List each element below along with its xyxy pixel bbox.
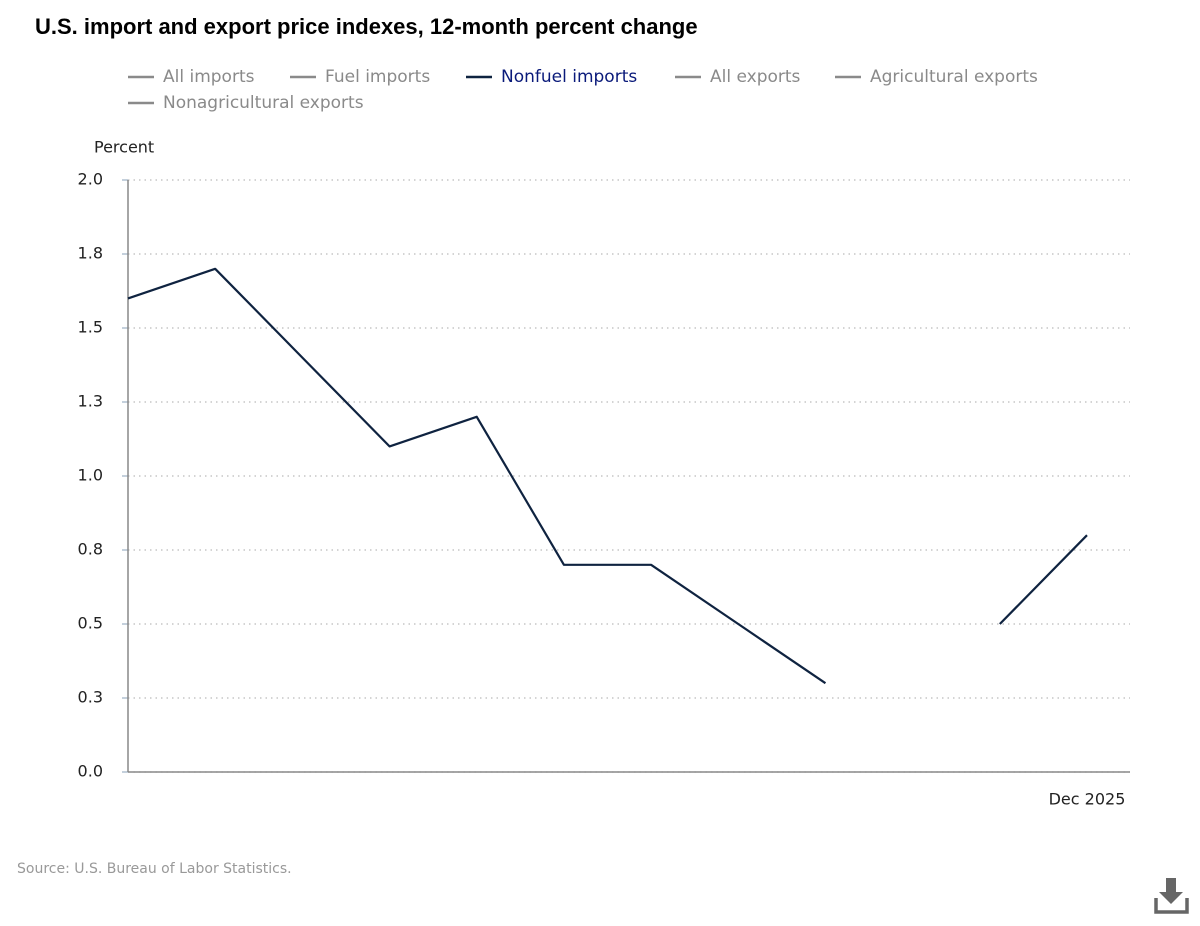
y-tick-label: 1.0 (78, 466, 103, 485)
y-axis-label: Percent (94, 138, 154, 157)
download-icon-arrow (1159, 892, 1183, 904)
legend-label[interactable]: Nonfuel imports (501, 67, 637, 87)
download-button[interactable] (1154, 878, 1189, 914)
y-tick-label: 1.3 (78, 392, 103, 411)
legend-label[interactable]: All exports (710, 67, 801, 87)
y-tick-label: 0.5 (78, 614, 103, 633)
series-line (127, 267, 1088, 685)
y-tick-label: 0.3 (78, 688, 103, 707)
legend-label[interactable]: Nonagricultural exports (163, 93, 364, 113)
y-tick-label: 0.0 (78, 762, 103, 781)
y-tick-label: 1.8 (78, 244, 103, 263)
legend-label[interactable]: Fuel imports (325, 67, 430, 87)
legend-label[interactable]: Agricultural exports (870, 67, 1038, 87)
download-icon-stem (1166, 878, 1176, 892)
download-icon-tray (1154, 898, 1189, 914)
y-tick-label: 1.5 (78, 318, 103, 337)
y-tick-label: 0.8 (78, 540, 103, 559)
chart-title: U.S. import and export price indexes, 12… (35, 14, 698, 39)
legend-label[interactable]: All imports (163, 67, 255, 87)
x-tick-label: Dec 2025 (1049, 790, 1126, 809)
source: Source: U.S. Bureau of Labor Statistics. (17, 861, 292, 877)
y-tick-label: 2.0 (78, 170, 103, 189)
